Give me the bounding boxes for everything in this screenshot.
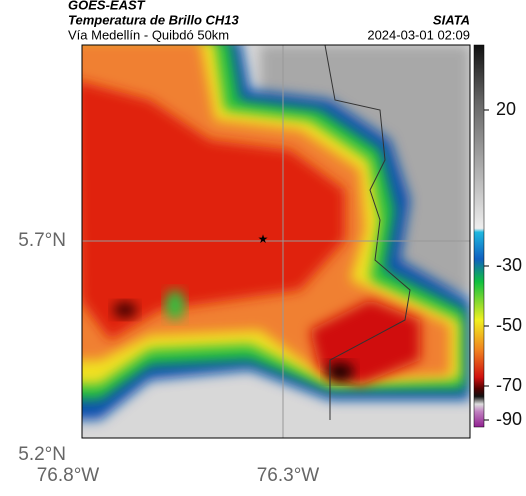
colorbar-label: -70 [496, 375, 522, 395]
title: GOES-EAST [68, 0, 146, 12]
satellite-image: ★ [82, 45, 470, 438]
colorbar-label: -90 [496, 409, 522, 429]
timestamp: 2024-03-01 02:09 [367, 27, 470, 42]
colorbar-label: -50 [496, 315, 522, 335]
subtitle: Temperatura de Brillo CH13 [68, 12, 240, 27]
lat-label: 5.7°N [18, 230, 66, 251]
source: SIATA [433, 12, 470, 27]
svg-text:★: ★ [258, 232, 269, 246]
colorbar-label: -30 [496, 255, 522, 275]
lon-label: 76.3°W [257, 465, 320, 486]
lat-label: 5.2°N [18, 444, 66, 465]
colorbar [473, 44, 485, 428]
map-frame [81, 44, 471, 439]
colorbar-label: 20 [496, 99, 516, 119]
route: Vía Medellín - Quibdó 50km [68, 27, 229, 42]
lon-label: 76.8°W [37, 465, 100, 486]
